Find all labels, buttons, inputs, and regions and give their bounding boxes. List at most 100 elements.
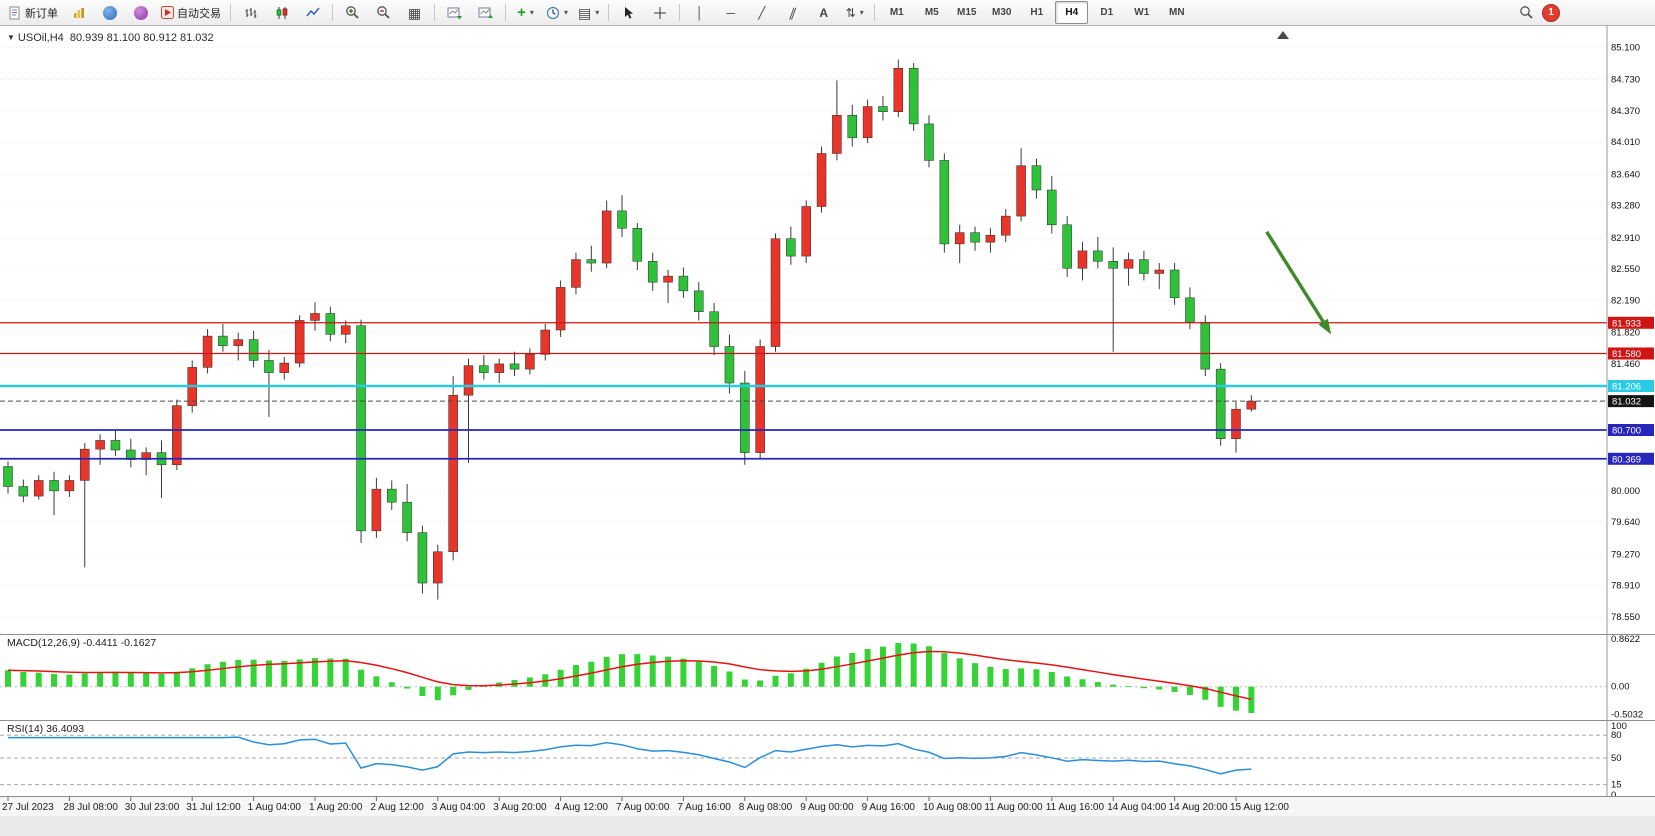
candle-up bbox=[95, 440, 105, 450]
candle-down bbox=[632, 228, 643, 262]
vertical-line-tool[interactable]: │ bbox=[685, 1, 714, 24]
separator bbox=[679, 4, 681, 21]
search-icon bbox=[1520, 6, 1533, 19]
chevron-down-icon: ▾ bbox=[595, 8, 600, 17]
candle-up bbox=[571, 259, 581, 288]
svg-text:85.100: 85.100 bbox=[1611, 42, 1640, 53]
svg-text:50: 50 bbox=[1611, 753, 1622, 764]
candle-down bbox=[1062, 224, 1072, 269]
candle-up bbox=[770, 238, 781, 347]
timeframe-mn[interactable]: MN bbox=[1168, 7, 1185, 18]
separator bbox=[230, 4, 231, 21]
line-chart-mode-button[interactable] bbox=[298, 1, 327, 24]
svg-text:81.032: 81.032 bbox=[1612, 397, 1641, 408]
candle-up bbox=[340, 325, 351, 335]
svg-text:81.933: 81.933 bbox=[1612, 318, 1641, 329]
chart-shift-button[interactable] bbox=[471, 1, 500, 24]
new-order-label: 新订单 bbox=[25, 7, 58, 20]
candle-down bbox=[1031, 165, 1042, 191]
line-chart-icon bbox=[305, 7, 320, 16]
auto-trading-button[interactable]: 自动交易 bbox=[157, 1, 225, 24]
timeframe-d1[interactable]: D1 bbox=[1100, 7, 1114, 18]
candle-up bbox=[463, 365, 474, 396]
new-order-button[interactable]: 新订单 bbox=[4, 1, 62, 24]
candle-down bbox=[1047, 189, 1057, 226]
cursor-tool-button[interactable] bbox=[614, 1, 643, 24]
add-indicator-button[interactable]: + ▾ bbox=[511, 1, 540, 24]
candle-up bbox=[64, 480, 75, 492]
svg-text:80.000: 80.000 bbox=[1611, 486, 1640, 497]
arrows-tool[interactable]: ⇅ ▾ bbox=[840, 1, 869, 24]
symbol-search-button[interactable] bbox=[1512, 1, 1541, 24]
candle-down bbox=[617, 210, 627, 229]
notification-badge[interactable]: 1 bbox=[1542, 3, 1560, 22]
candle-down bbox=[709, 311, 719, 347]
candle-up bbox=[279, 362, 290, 373]
chart-shift-marker[interactable] bbox=[1277, 31, 1289, 39]
timeframe-m30[interactable]: M30 bbox=[992, 7, 1012, 18]
zoom-in-button[interactable] bbox=[338, 1, 367, 24]
auto-scroll-button[interactable] bbox=[440, 1, 469, 24]
candle-down bbox=[970, 232, 980, 243]
macd-axis: 0.8622 0.00 -0.5032 bbox=[1611, 634, 1643, 721]
time-axis: 27 Jul 2023 28 Jul 08:00 30 Jul 23:00 31 Ju… bbox=[2, 797, 1289, 813]
svg-text:10 Aug 08:00: 10 Aug 08:00 bbox=[923, 802, 982, 813]
candle-down bbox=[740, 382, 750, 453]
svg-text:3 Aug 04:00: 3 Aug 04:00 bbox=[432, 802, 486, 813]
tile-windows-button[interactable]: ▦ bbox=[400, 1, 429, 24]
candle-up bbox=[494, 363, 504, 373]
svg-text:0.8622: 0.8622 bbox=[1611, 634, 1640, 645]
ohlc-bars-icon bbox=[245, 7, 256, 18]
template-icon: ▤ bbox=[578, 4, 592, 21]
bar-chart-mode-button[interactable] bbox=[236, 1, 265, 24]
svg-text:27 Jul 2023: 27 Jul 2023 bbox=[2, 802, 54, 813]
timeframe-w1[interactable]: W1 bbox=[1134, 7, 1150, 18]
timeframe-h4[interactable]: H4 bbox=[1055, 1, 1089, 24]
timeframe-h1[interactable]: H1 bbox=[1030, 7, 1044, 18]
candle-up bbox=[525, 354, 535, 370]
chart-window: 85.100 84.730 84.370 84.010 83.640 83.280 82.9… bbox=[0, 26, 1655, 836]
price-chart-canvas[interactable]: 85.100 84.730 84.370 84.010 83.640 83.280 82.9… bbox=[0, 26, 1655, 836]
zoom-out-button[interactable] bbox=[369, 1, 398, 24]
community-button[interactable] bbox=[126, 1, 155, 24]
candle-down bbox=[417, 532, 428, 584]
template-button[interactable]: ▤ ▾ bbox=[574, 1, 603, 24]
svg-text:28 Jul 08:00: 28 Jul 08:00 bbox=[63, 802, 118, 813]
svg-text:81.820: 81.820 bbox=[1611, 328, 1640, 339]
channel-tool[interactable]: ∥ bbox=[778, 1, 807, 24]
candle-up bbox=[1231, 408, 1241, 439]
trendline-tool[interactable]: ╱ bbox=[747, 1, 776, 24]
trend-arrow-annotation[interactable] bbox=[1265, 230, 1332, 335]
candle-up bbox=[755, 346, 765, 453]
candle-up bbox=[555, 287, 566, 331]
svg-text:80.369: 80.369 bbox=[1612, 454, 1641, 465]
horizontal-line-tool[interactable]: ─ bbox=[716, 1, 745, 24]
trendline-icon: ╱ bbox=[758, 5, 766, 20]
candle-down bbox=[908, 68, 919, 125]
candle-down bbox=[586, 259, 597, 264]
candle-down bbox=[1093, 250, 1103, 262]
candle-up bbox=[1077, 250, 1088, 269]
zoom-out-icon bbox=[377, 6, 390, 19]
charts-button[interactable] bbox=[64, 1, 93, 24]
crosshair-tool-button[interactable] bbox=[645, 1, 674, 24]
globe-icon bbox=[102, 5, 117, 20]
chart-shift-icon bbox=[478, 7, 493, 18]
periods-button[interactable]: ▾ bbox=[542, 1, 572, 24]
chevron-down-icon: ▾ bbox=[859, 8, 864, 17]
text-tool[interactable]: A bbox=[809, 1, 838, 24]
web-terminal-button[interactable] bbox=[95, 1, 124, 24]
timeframe-m1[interactable]: M1 bbox=[889, 7, 904, 18]
candlestick-mode-button[interactable] bbox=[267, 1, 296, 24]
horizontal-lines-layer[interactable] bbox=[0, 322, 1607, 460]
candle-down bbox=[786, 238, 796, 257]
svg-text:100: 100 bbox=[1611, 721, 1627, 732]
svg-text:82.550: 82.550 bbox=[1611, 264, 1640, 275]
grid-layer bbox=[0, 46, 1607, 618]
timeframe-m15[interactable]: M15 bbox=[957, 7, 977, 18]
svg-text:4 Aug 12:00: 4 Aug 12:00 bbox=[555, 802, 609, 813]
candle-down bbox=[847, 114, 857, 139]
timeframe-m5[interactable]: M5 bbox=[924, 7, 939, 18]
candle-up bbox=[1246, 400, 1257, 410]
